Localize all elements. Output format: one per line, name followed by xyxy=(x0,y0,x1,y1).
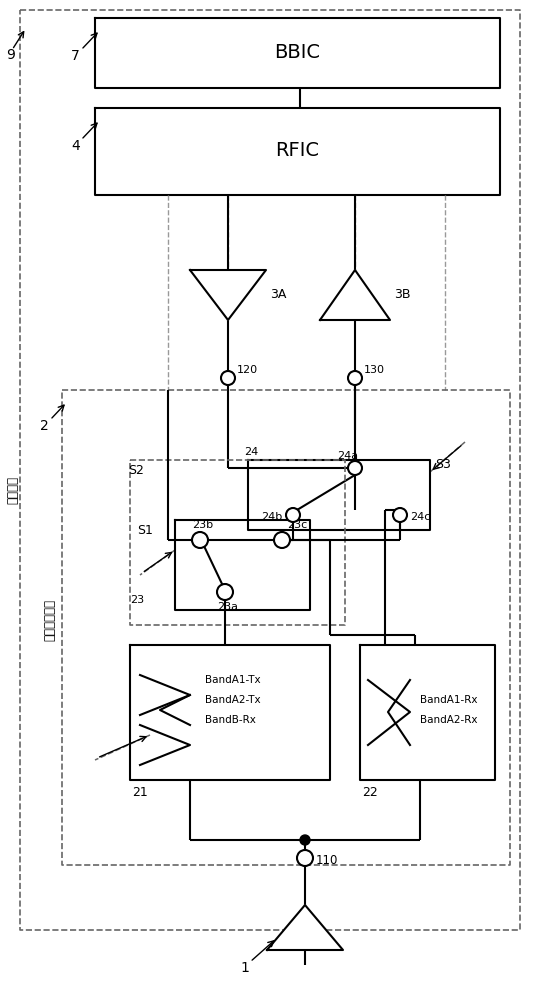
Text: 23: 23 xyxy=(130,595,144,605)
Text: 23b: 23b xyxy=(192,520,213,530)
Text: BandA1-Rx: BandA1-Rx xyxy=(420,695,478,705)
Text: 24c: 24c xyxy=(410,512,430,522)
Circle shape xyxy=(393,508,407,522)
Circle shape xyxy=(348,461,362,475)
Text: 高頻前端电路: 高頻前端电路 xyxy=(43,599,57,641)
Text: RFIC: RFIC xyxy=(275,141,319,160)
Text: BandA1-Tx: BandA1-Tx xyxy=(205,675,261,685)
Polygon shape xyxy=(267,905,343,950)
Text: 1: 1 xyxy=(240,961,249,975)
Text: 23a: 23a xyxy=(217,602,238,612)
Text: S3: S3 xyxy=(435,458,451,472)
Text: 110: 110 xyxy=(316,854,338,866)
Text: 4: 4 xyxy=(71,139,80,153)
Polygon shape xyxy=(320,270,390,320)
Text: 130: 130 xyxy=(364,365,385,375)
Text: 22: 22 xyxy=(362,786,378,798)
Text: 24a: 24a xyxy=(337,451,358,461)
Text: 3B: 3B xyxy=(394,288,410,302)
Text: BandB-Rx: BandB-Rx xyxy=(205,715,256,725)
Polygon shape xyxy=(190,270,266,320)
Text: S2: S2 xyxy=(128,464,144,477)
Text: 3A: 3A xyxy=(270,288,286,302)
Text: 2: 2 xyxy=(40,419,49,433)
Circle shape xyxy=(297,850,313,866)
Text: 24b: 24b xyxy=(261,512,282,522)
Text: 23c: 23c xyxy=(287,520,307,530)
Circle shape xyxy=(300,835,310,845)
Circle shape xyxy=(217,584,233,600)
Text: 9: 9 xyxy=(6,48,15,62)
Text: BBIC: BBIC xyxy=(274,43,320,62)
Circle shape xyxy=(348,371,362,385)
Text: 120: 120 xyxy=(237,365,258,375)
Text: 21: 21 xyxy=(132,786,148,798)
Text: 通信装置: 通信装置 xyxy=(6,476,19,504)
Text: BandA2-Rx: BandA2-Rx xyxy=(420,715,478,725)
Circle shape xyxy=(221,371,235,385)
Text: BandA2-Tx: BandA2-Tx xyxy=(205,695,261,705)
Circle shape xyxy=(286,508,300,522)
Circle shape xyxy=(192,532,208,548)
Text: 7: 7 xyxy=(71,49,80,63)
Text: 24: 24 xyxy=(244,447,258,457)
Circle shape xyxy=(274,532,290,548)
Text: S1: S1 xyxy=(137,524,153,536)
